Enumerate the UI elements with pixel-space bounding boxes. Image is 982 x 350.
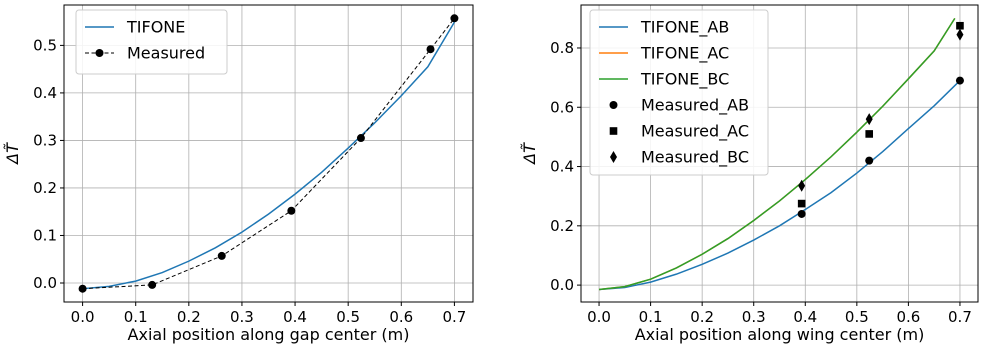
data-point: [217, 251, 226, 260]
legend-label: Measured_BC: [641, 148, 749, 168]
legend-entry: TIFONE: [85, 18, 185, 37]
x-tick-label: 0.2: [690, 308, 714, 326]
legend: TIFONE Measured: [75, 9, 228, 75]
series-line: [82, 21, 456, 290]
x-tick-label: 0.5: [336, 308, 360, 326]
data-point: [865, 113, 873, 126]
data-point: [450, 14, 459, 23]
x-tick-label: 0.1: [639, 308, 663, 326]
legend-label: TIFONE_AB: [640, 18, 729, 38]
legend-box: [589, 9, 769, 176]
legend-label: Measured: [127, 44, 205, 63]
x-tick-label: 0.0: [587, 308, 611, 326]
data-point: [356, 134, 365, 143]
x-tick-label: 0.6: [896, 308, 920, 326]
data-point: [797, 199, 806, 208]
legend-marker: [610, 151, 617, 163]
series-measured_ac: [797, 21, 964, 208]
series-tifone_bc: [598, 17, 956, 291]
x-axis: 0.0 0.1 0.2 0.3 0.4 0.5 0.6 0.7: [587, 302, 972, 326]
series-measured_ab: [797, 76, 964, 218]
x-tick-label: 0.1: [124, 308, 148, 326]
legend-entry: TIFONE_BC: [599, 70, 729, 90]
plot-frame: [63, 4, 474, 303]
legend-marker: [609, 101, 618, 109]
y-tick-label: 0.0: [550, 276, 574, 294]
data-point: [956, 28, 964, 41]
series-measured_bc: [798, 28, 964, 192]
x-tick-label: 0.7: [948, 308, 972, 326]
legend-label: Measured_AC: [641, 122, 749, 142]
x-tick-label: 0.4: [793, 308, 817, 326]
legend-marker: [609, 127, 618, 135]
data-point: [956, 21, 964, 30]
x-tick-label: 0.0: [71, 308, 95, 326]
x-tick-label: 0.2: [177, 308, 201, 326]
y-tick-label: 0.3: [33, 131, 57, 149]
data-point: [798, 179, 806, 192]
legend: TIFONE_AB TIFONE_AC TIFONE_BC Measured_AB Me…: [589, 9, 769, 176]
y-axis: 0.0 0.2 0.4 0.6 0.8: [550, 39, 581, 294]
series-tifone_ab: [598, 80, 961, 291]
y-axis-label: ΔT̃: [3, 142, 22, 166]
data-point: [426, 45, 435, 54]
data-point: [287, 206, 296, 215]
y-tick-label: 0.0: [33, 274, 57, 292]
x-tick-label: 0.5: [845, 308, 869, 326]
data-point: [797, 209, 806, 218]
legend-entry: Measured: [85, 44, 205, 63]
legend-entry: Measured_BC: [610, 148, 749, 168]
series-group: [78, 14, 459, 293]
plot-frame: [580, 4, 979, 303]
x-tick-label: 0.4: [283, 308, 307, 326]
y-tick-label: 0.2: [550, 217, 574, 235]
y-tick-label: 0.8: [550, 39, 574, 57]
legend-entry: TIFONE_AB: [599, 18, 729, 38]
y-axis: 0.0 0.1 0.2 0.3 0.4 0.5: [33, 36, 64, 292]
legend-entry: TIFONE_AC: [599, 44, 729, 64]
x-tick-label: 0.3: [742, 308, 766, 326]
x-axis-label: Axial position along gap center (m): [128, 325, 410, 344]
legend-entry: Measured_AB: [609, 96, 749, 116]
legend-label: TIFONE_AC: [640, 44, 729, 64]
legend-entry: Measured_AC: [609, 122, 749, 142]
chart-panel-1: 0.0 0.1 0.2 0.3 0.4 0.5 0.6 0.70.00.10.20.30.40…: [3, 4, 474, 344]
series-line: [598, 80, 961, 291]
data-point: [865, 130, 874, 138]
data-point: [865, 156, 874, 165]
legend-marker: [95, 49, 104, 57]
legend-label: TIFONE_BC: [640, 70, 729, 90]
x-axis: 0.0 0.1 0.2 0.3 0.4 0.5 0.6 0.7: [71, 302, 466, 326]
x-tick-label: 0.6: [389, 308, 413, 326]
data-point: [955, 76, 964, 85]
x-tick-label: 0.3: [230, 308, 254, 326]
y-tick-label: 0.1: [33, 226, 57, 244]
data-point: [148, 280, 157, 289]
y-tick-label: 0.5: [33, 36, 57, 54]
y-tick-label: 0.4: [33, 84, 57, 102]
y-tick-label: 0.4: [550, 158, 574, 176]
legend-box: [75, 9, 228, 75]
data-point: [78, 284, 87, 293]
series-line: [598, 17, 956, 291]
series-group: [598, 17, 964, 291]
series-measured: [78, 14, 459, 293]
series-tifone: [82, 21, 456, 290]
x-axis-label: Axial position along wing center (m): [635, 325, 925, 344]
y-axis-label: ΔT̃: [520, 142, 539, 166]
x-tick-label: 0.7: [442, 308, 466, 326]
legend-label: Measured_AB: [641, 96, 749, 116]
y-tick-label: 0.6: [550, 98, 574, 116]
legend-label: TIFONE: [126, 18, 185, 37]
chart-panel-2: 0.0 0.1 0.2 0.3 0.4 0.5 0.6 0.7 0.0 0.2 0.4 0.6 0.8 A…: [520, 4, 979, 344]
y-tick-label: 0.2: [33, 179, 57, 197]
